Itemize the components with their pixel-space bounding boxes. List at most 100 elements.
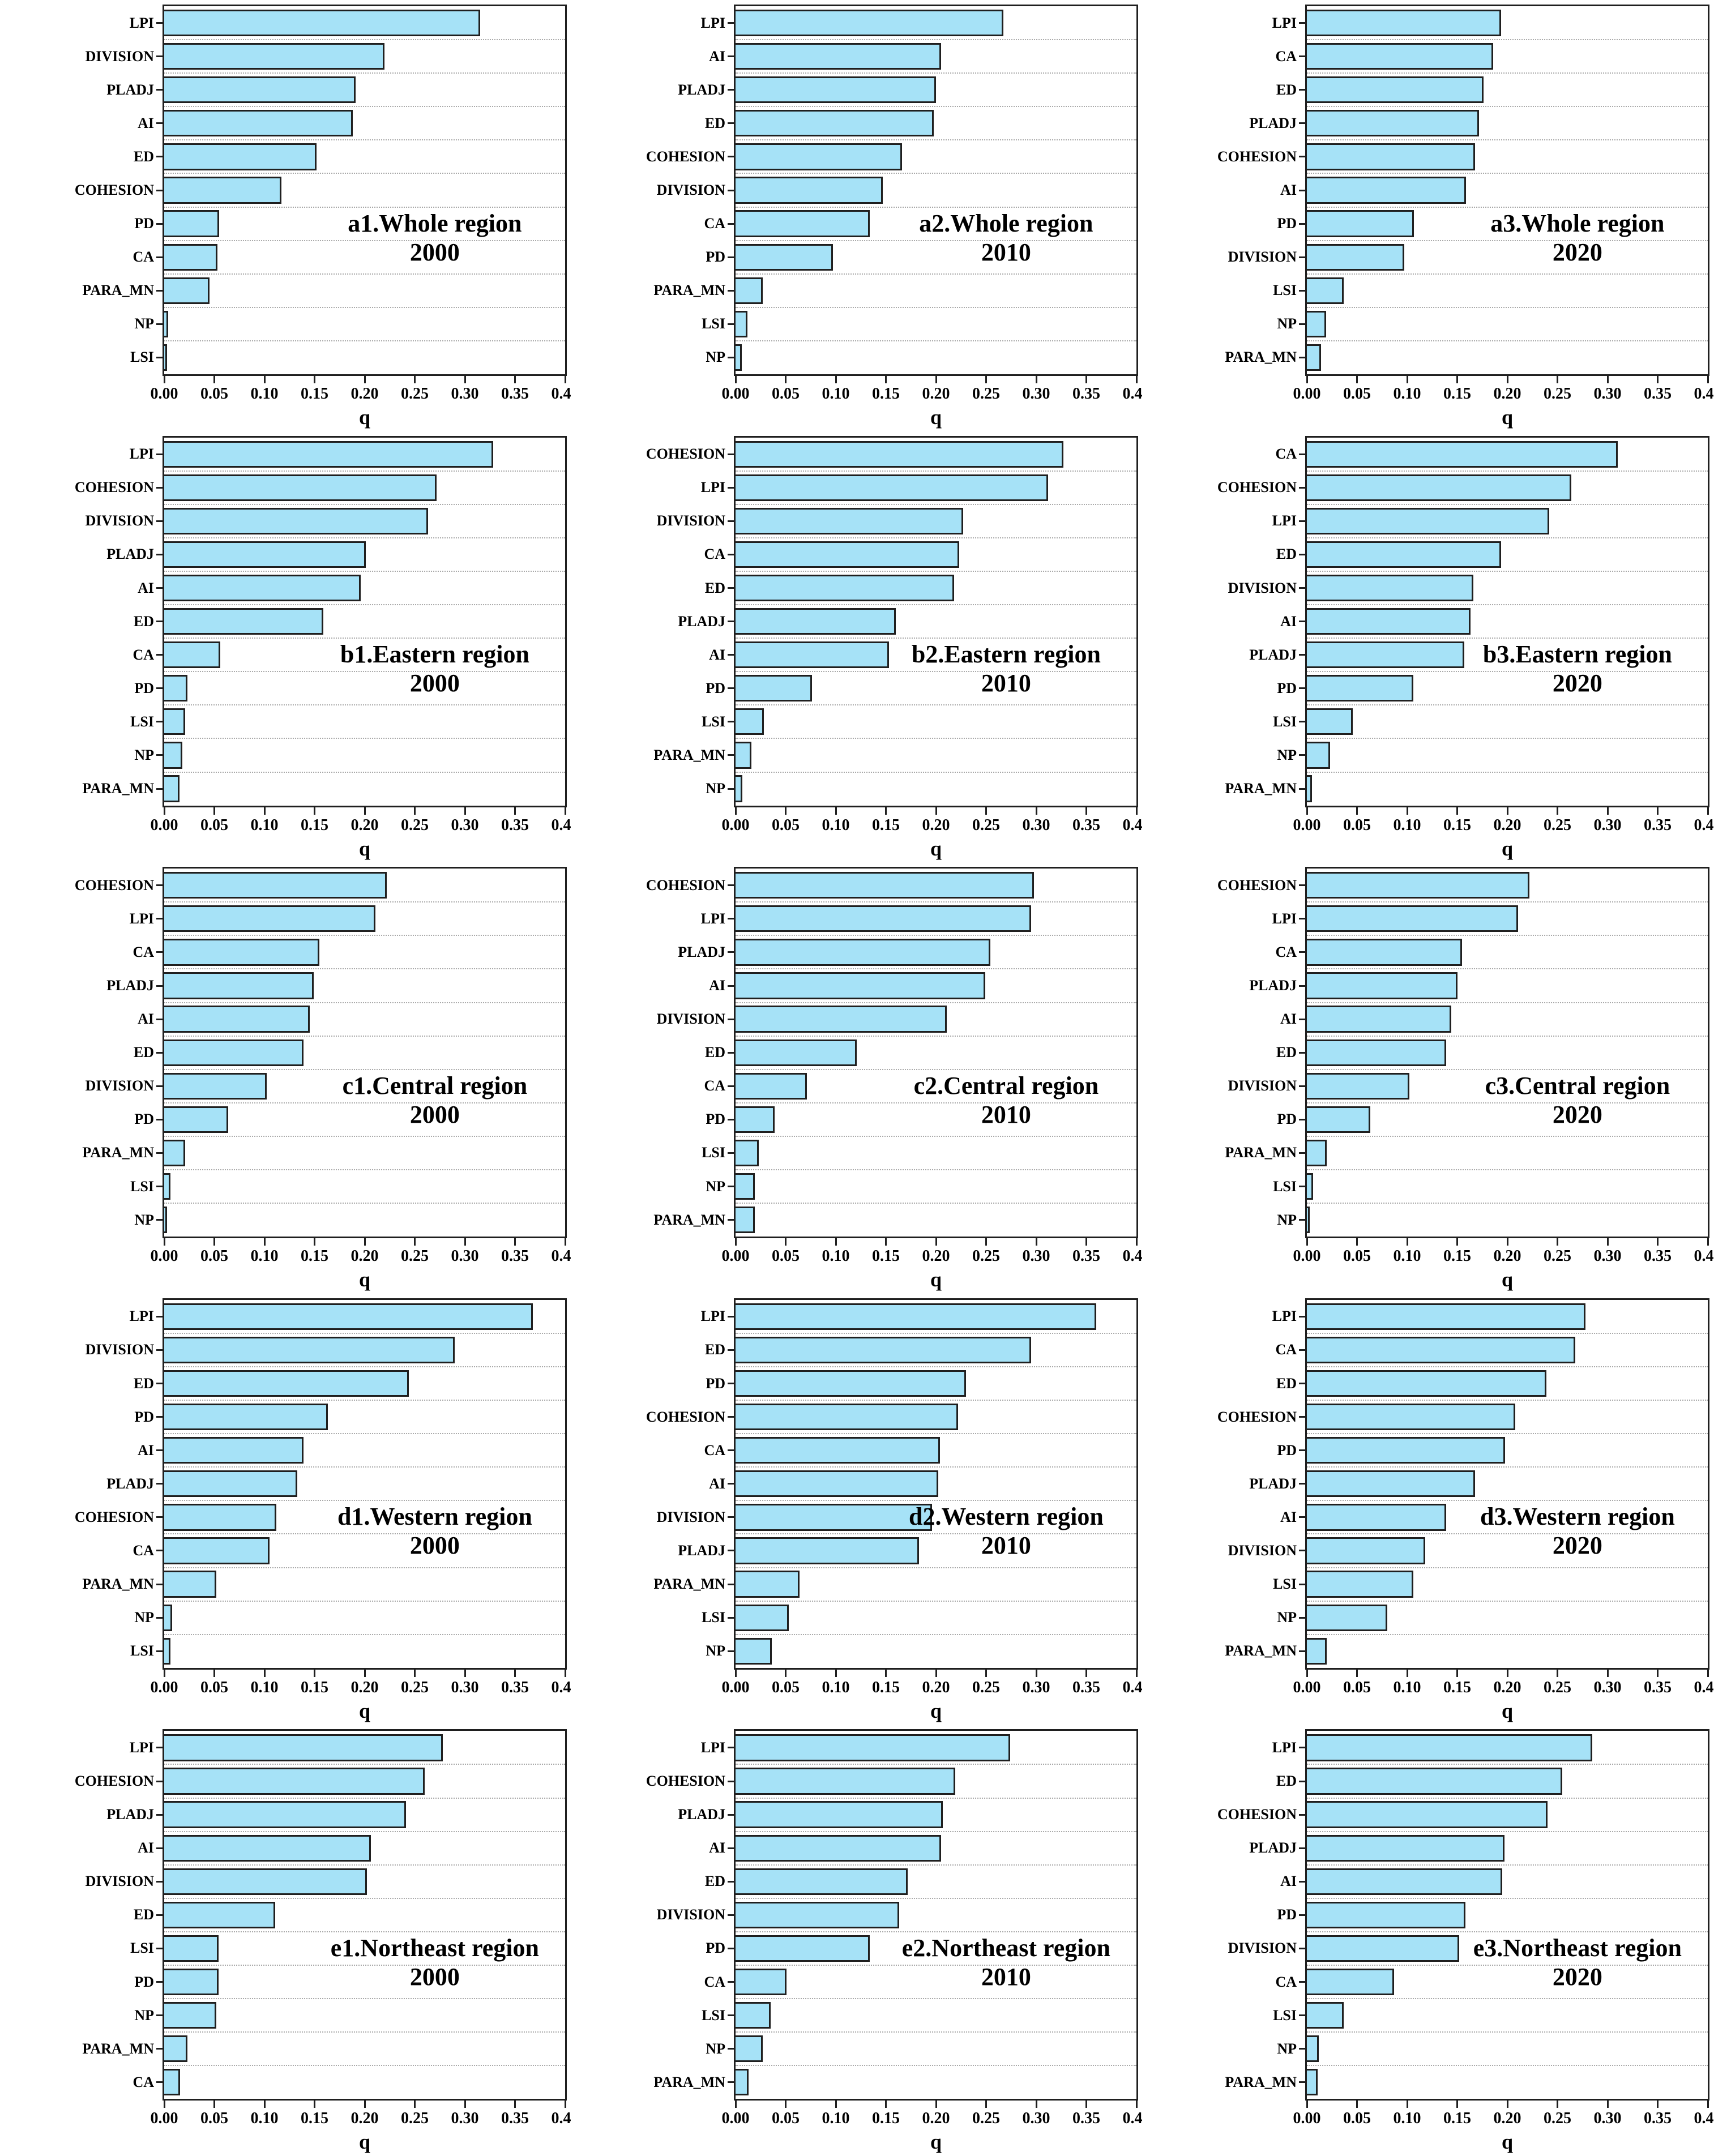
y-axis-label: AI xyxy=(709,977,725,994)
bar xyxy=(1307,1403,1516,1431)
grid-line xyxy=(736,1864,1136,1866)
grid-line xyxy=(1307,570,1708,572)
chart-title: b1.Eastern region 2000 xyxy=(309,640,561,698)
bar xyxy=(1307,541,1502,568)
x-tick-label: 0.35 xyxy=(501,1247,529,1265)
grid-line xyxy=(164,1068,565,1070)
grid-line xyxy=(736,2065,1136,2067)
x-tick xyxy=(1135,376,1138,383)
y-tick xyxy=(1299,721,1305,723)
y-axis-label: DIVISION xyxy=(656,1011,725,1028)
x-tick-label: 0.10 xyxy=(1393,1678,1421,1696)
y-axis-label: COHESION xyxy=(1217,148,1297,165)
bar xyxy=(1307,742,1330,769)
bar xyxy=(164,2069,181,2096)
y-tick xyxy=(156,1550,163,1552)
grid-line xyxy=(164,1797,565,1799)
x-tick-label: 0.15 xyxy=(872,2110,900,2128)
y-tick xyxy=(728,1981,734,1983)
bar xyxy=(1307,1303,1586,1330)
y-tick xyxy=(728,122,734,125)
y-axis-label: LPI xyxy=(1272,910,1297,927)
y-axis-label: ED xyxy=(704,1873,725,1890)
bar xyxy=(1307,872,1529,899)
grid-line xyxy=(164,1533,565,1535)
bar xyxy=(1307,905,1519,932)
x-tick xyxy=(1356,2101,1358,2108)
y-tick xyxy=(156,1947,163,1949)
x-tick-label: 0.20 xyxy=(351,385,379,403)
x-tick-label: 0.25 xyxy=(972,2110,1000,2128)
x-tick-label: 0.15 xyxy=(872,816,900,834)
y-axis-label: PD xyxy=(1277,1441,1297,1458)
y-axis-label: COHESION xyxy=(1217,1408,1297,1425)
bar xyxy=(1307,277,1344,304)
grid-line xyxy=(736,1567,1136,1568)
y-tick xyxy=(156,356,163,358)
x-tick xyxy=(1306,1238,1308,1246)
bar xyxy=(164,474,437,501)
y-tick xyxy=(1299,89,1305,91)
x-tick xyxy=(464,2101,466,2108)
grid-line xyxy=(1307,273,1708,275)
x-tick-label: 0.10 xyxy=(822,2110,850,2128)
grid-line xyxy=(164,340,565,341)
bar xyxy=(1307,1006,1451,1033)
y-axis-label: CA xyxy=(132,1542,154,1559)
bar xyxy=(736,277,763,304)
y-axis-label: PD xyxy=(1277,1111,1297,1128)
x-tick-label: 0.00 xyxy=(1293,385,1321,403)
x-tick-label: 0.35 xyxy=(1072,1678,1100,1696)
bar xyxy=(164,1968,219,1996)
y-axis-label: PARA_MN xyxy=(1225,1144,1297,1161)
grid-line xyxy=(164,306,565,308)
x-tick xyxy=(213,1669,215,1677)
y-axis-label: COHESION xyxy=(646,876,725,893)
x-tick-label: 0.30 xyxy=(1022,816,1050,834)
y-tick xyxy=(728,553,734,555)
bar xyxy=(736,742,752,769)
y-tick xyxy=(728,289,734,292)
y-tick xyxy=(156,1813,163,1816)
y-axis-label: LSI xyxy=(1273,2007,1297,2024)
y-axis-label: PLADJ xyxy=(1249,646,1297,663)
y-tick xyxy=(156,1152,163,1154)
y-tick xyxy=(1299,654,1305,656)
y-tick xyxy=(156,1349,163,1351)
y-axis-label: PARA_MN xyxy=(1225,780,1297,797)
grid-line xyxy=(164,1567,565,1568)
x-tick-label: 0.05 xyxy=(772,2110,800,2128)
y-tick xyxy=(728,1118,734,1120)
bar xyxy=(164,76,356,104)
y-tick xyxy=(728,1383,734,1384)
grid-line xyxy=(164,106,565,108)
grid-line xyxy=(164,1897,565,1899)
x-tick xyxy=(564,376,566,383)
grid-line xyxy=(1307,1533,1708,1535)
bar xyxy=(164,1935,219,1962)
y-tick xyxy=(728,1947,734,1949)
y-tick xyxy=(1299,1914,1305,1916)
x-tick-label: 0.35 xyxy=(1644,2110,1672,2128)
bar xyxy=(736,1901,899,1928)
y-tick xyxy=(728,223,734,225)
x-tick-label: 0.10 xyxy=(1393,1247,1421,1265)
y-tick xyxy=(156,453,163,455)
grid-line xyxy=(164,72,565,74)
chart-panel: LPI ED PD COHESION CA AI DIVISION PLADJ PARA_MN L… xyxy=(571,1293,1151,1725)
grid-line xyxy=(164,2031,565,2033)
y-axis-label: DIVISION xyxy=(85,48,154,65)
x-tick xyxy=(1657,376,1659,383)
y-axis-label: AI xyxy=(138,579,154,596)
grid-line xyxy=(164,1998,565,2000)
y-tick xyxy=(156,22,163,24)
y-axis-label: COHESION xyxy=(74,479,154,496)
y-tick xyxy=(728,156,734,158)
x-tick xyxy=(1557,376,1558,383)
grid-line xyxy=(736,1931,1136,1932)
grid-line xyxy=(736,1068,1136,1070)
grid-line xyxy=(736,239,1136,241)
bar xyxy=(1307,177,1467,204)
x-tick-label: 0.15 xyxy=(301,1678,328,1696)
grid-line xyxy=(164,570,565,572)
